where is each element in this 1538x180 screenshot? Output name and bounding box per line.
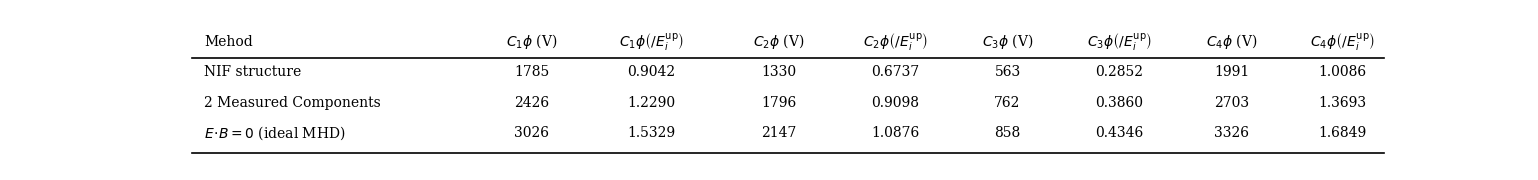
Text: 0.3860: 0.3860: [1095, 96, 1144, 110]
Text: $C_3\phi\left(/E_i^{\mathrm{up}}\right)$: $C_3\phi\left(/E_i^{\mathrm{up}}\right)$: [1087, 31, 1152, 53]
Text: 1785: 1785: [514, 65, 549, 79]
Text: 1.5329: 1.5329: [628, 126, 675, 140]
Text: 1330: 1330: [761, 65, 797, 79]
Text: 2 Measured Components: 2 Measured Components: [205, 96, 381, 110]
Text: 762: 762: [995, 96, 1021, 110]
Text: 1796: 1796: [761, 96, 797, 110]
Text: $C_4\phi\left(/E_i^{\mathrm{up}}\right)$: $C_4\phi\left(/E_i^{\mathrm{up}}\right)$: [1310, 31, 1375, 53]
Text: 2426: 2426: [514, 96, 549, 110]
Text: $C_2\phi\left(/E_i^{\mathrm{up}}\right)$: $C_2\phi\left(/E_i^{\mathrm{up}}\right)$: [863, 31, 927, 53]
Text: 1.0876: 1.0876: [872, 126, 920, 140]
Text: $C_1\phi$ (V): $C_1\phi$ (V): [506, 32, 558, 51]
Text: 2147: 2147: [761, 126, 797, 140]
Text: 1991: 1991: [1213, 65, 1249, 79]
Text: $C_4\phi$ (V): $C_4\phi$ (V): [1206, 32, 1258, 51]
Text: NIF structure: NIF structure: [205, 65, 301, 79]
Text: 0.4346: 0.4346: [1095, 126, 1144, 140]
Text: $C_3\phi$ (V): $C_3\phi$ (V): [981, 32, 1034, 51]
Text: 1.2290: 1.2290: [628, 96, 675, 110]
Text: $E\!\cdot\!B=0$ (ideal MHD): $E\!\cdot\!B=0$ (ideal MHD): [205, 124, 346, 142]
Text: 3026: 3026: [514, 126, 549, 140]
Text: 0.2852: 0.2852: [1095, 65, 1144, 79]
Text: 563: 563: [995, 65, 1021, 79]
Text: 3326: 3326: [1213, 126, 1249, 140]
Text: 0.6737: 0.6737: [872, 65, 920, 79]
Text: Mehod: Mehod: [205, 35, 252, 49]
Text: 1.3693: 1.3693: [1318, 96, 1367, 110]
Text: 2703: 2703: [1213, 96, 1249, 110]
Text: $C_2\phi$ (V): $C_2\phi$ (V): [754, 32, 804, 51]
Text: 0.9042: 0.9042: [628, 65, 675, 79]
Text: 0.9098: 0.9098: [872, 96, 920, 110]
Text: 858: 858: [995, 126, 1021, 140]
Text: $C_1\phi\left(/E_i^{\mathrm{up}}\right)$: $C_1\phi\left(/E_i^{\mathrm{up}}\right)$: [618, 31, 684, 53]
Text: 1.6849: 1.6849: [1318, 126, 1367, 140]
Text: 1.0086: 1.0086: [1318, 65, 1367, 79]
